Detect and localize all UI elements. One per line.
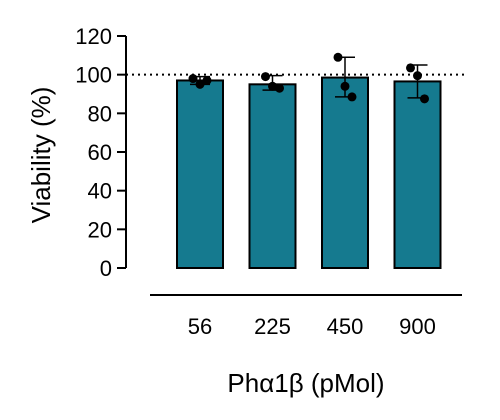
data-point-56 (202, 75, 212, 85)
bars (176, 76, 442, 270)
data-point-225 (275, 83, 284, 93)
x-tick-label: 225 (254, 314, 291, 339)
bar-56 (176, 79, 224, 270)
bar-900 (393, 80, 442, 269)
x-tick-label: 900 (399, 314, 436, 339)
y-tick-label: 20 (88, 217, 112, 242)
x-tick-label: 56 (188, 314, 212, 339)
y-axis-title: Viability (%) (26, 87, 56, 224)
y-axis: 0 20 40 60 80 100 120 (75, 24, 127, 281)
bar-450 (321, 76, 369, 269)
x-axis: 56 225 450 900 (150, 294, 462, 339)
data-points (188, 52, 429, 104)
data-point-225 (261, 72, 270, 82)
y-tick-label: 80 (88, 101, 112, 126)
y-tick-label: 40 (88, 179, 112, 204)
x-axis-title: Phα1β (pMol) (227, 368, 384, 398)
data-point-450 (340, 81, 350, 91)
y-tick-label: 0 (100, 256, 112, 281)
data-point-900 (420, 94, 429, 104)
data-point-225 (268, 81, 277, 91)
x-tick-label: 450 (327, 314, 364, 339)
data-point-56 (195, 79, 205, 89)
data-point-56 (188, 74, 198, 84)
y-tick-label: 100 (75, 63, 112, 88)
data-point-450 (347, 92, 357, 102)
y-tick-label: 60 (88, 140, 112, 165)
error-bars (190, 56, 428, 99)
data-point-900 (413, 71, 422, 81)
bar-225 (248, 83, 297, 270)
y-tick-label: 120 (75, 24, 112, 49)
data-point-450 (333, 52, 343, 62)
data-point-900 (406, 63, 415, 73)
